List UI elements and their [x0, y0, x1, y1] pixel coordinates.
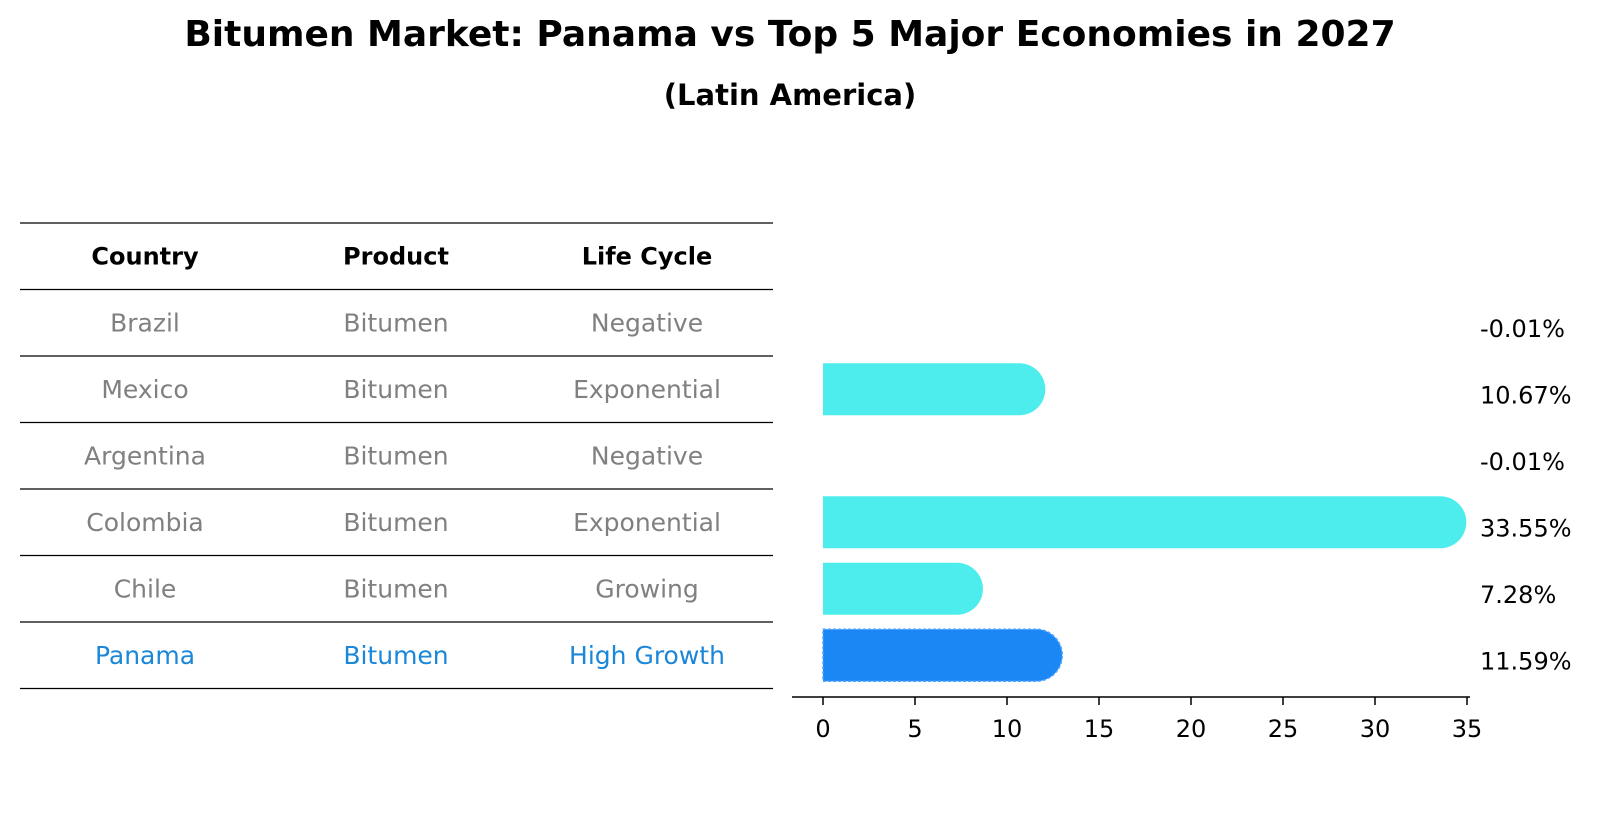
table-cell-product: Bitumen [343, 441, 448, 470]
bar-chart: -0.01% 10.67% -0.01% 33.55% 7.28% 11.59% [822, 315, 1572, 682]
x-tick-label: 30 [1360, 715, 1391, 743]
value-label-chile: 7.28% [1480, 581, 1556, 609]
table-cell-country: Panama [95, 641, 195, 670]
table-cell-life-cycle: High Growth [569, 641, 725, 670]
table-header-country: Country [91, 242, 199, 270]
value-label-panama: 11.59% [1480, 647, 1572, 675]
table-cell-product: Bitumen [343, 375, 448, 404]
chart-subtitle: (Latin America) [663, 78, 917, 112]
chart-title: Bitumen Market: Panama vs Top 5 Major Ec… [184, 14, 1396, 55]
table-cell-life-cycle: Negative [591, 308, 703, 337]
table-cell-life-cycle: Growing [595, 574, 699, 603]
table-header-product: Product [343, 242, 449, 270]
bar-panama [822, 628, 1064, 682]
value-label-argentina: -0.01% [1480, 448, 1565, 476]
table-cell-product: Bitumen [343, 508, 448, 537]
table-cell-life-cycle: Exponential [573, 375, 721, 404]
table-cell-country: Chile [114, 574, 177, 603]
table-cell-product: Bitumen [343, 308, 448, 337]
x-tick-label: 20 [1176, 715, 1207, 743]
x-axis: 0 5 10 15 20 25 30 35 [792, 696, 1483, 743]
table-cell-life-cycle: Exponential [573, 508, 721, 537]
x-tick-label: 10 [992, 715, 1023, 743]
x-tick-label: 35 [1452, 715, 1483, 743]
bar-mexico [823, 363, 1046, 416]
x-tick-label: 15 [1084, 715, 1115, 743]
x-tick-label: 0 [815, 715, 830, 743]
value-label-brazil: -0.01% [1480, 315, 1565, 343]
x-tick-label: 25 [1268, 715, 1299, 743]
table-cell-country: Colombia [86, 508, 203, 537]
data-table: Country Product Life Cycle Brazil Bitumen Neg… [20, 222, 773, 690]
table-cell-country: Mexico [101, 375, 188, 404]
table-cell-product: Bitumen [343, 641, 448, 670]
bar-colombia [823, 496, 1467, 549]
table-cell-country: Brazil [110, 308, 180, 337]
table-cell-product: Bitumen [343, 574, 448, 603]
value-label-colombia: 33.55% [1480, 514, 1572, 542]
table-cell-country: Argentina [84, 441, 206, 470]
value-label-mexico: 10.67% [1480, 381, 1572, 409]
table-header-life-cycle: Life Cycle [582, 242, 713, 270]
table-cell-life-cycle: Negative [591, 441, 703, 470]
x-tick-label: 5 [907, 715, 922, 743]
bar-chile [823, 562, 983, 615]
